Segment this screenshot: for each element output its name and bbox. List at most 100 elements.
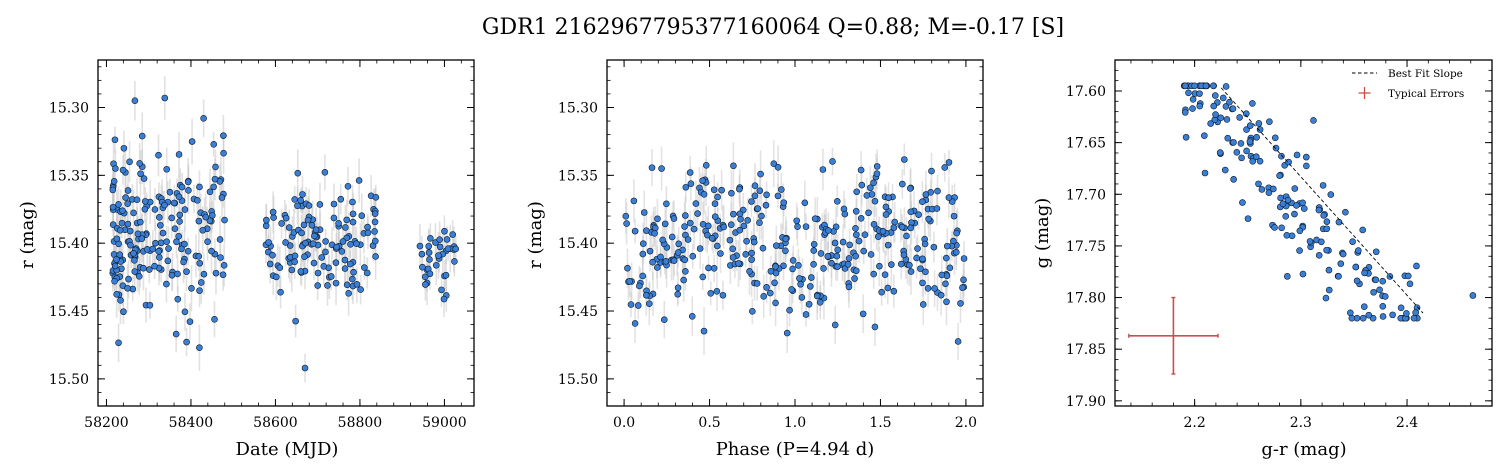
data-point xyxy=(216,236,224,243)
data-point xyxy=(873,170,881,178)
data-point xyxy=(309,240,317,247)
data-point xyxy=(1410,314,1418,322)
data-point xyxy=(184,178,192,186)
data-point xyxy=(262,222,270,230)
data-point xyxy=(1397,304,1405,312)
data-point xyxy=(1339,250,1347,258)
data-point xyxy=(1271,224,1278,231)
data-point xyxy=(221,216,228,224)
data-point xyxy=(795,262,802,269)
data-point xyxy=(1325,286,1333,294)
data-point xyxy=(341,256,349,264)
data-point xyxy=(1335,218,1343,226)
data-point xyxy=(208,247,215,255)
data-point xyxy=(120,308,127,316)
data-point xyxy=(1243,126,1250,133)
data-point xyxy=(853,188,861,196)
data-point xyxy=(126,227,134,235)
x-tick-label: 2.2 xyxy=(1184,415,1206,431)
data-point xyxy=(782,247,789,255)
data-point xyxy=(1412,309,1419,316)
x-tick-label: 59000 xyxy=(422,415,467,431)
data-point xyxy=(915,211,922,218)
data-point xyxy=(332,259,340,266)
data-point xyxy=(112,165,119,172)
data-point xyxy=(1276,172,1283,179)
data-point xyxy=(707,290,715,297)
data-point xyxy=(291,196,299,203)
data-point xyxy=(353,240,360,247)
data-point xyxy=(1219,94,1227,102)
legend-label-best-fit: Best Fit Slope xyxy=(1388,68,1463,80)
data-point xyxy=(1209,82,1217,90)
x-tick-label: 2.0 xyxy=(955,415,977,431)
data-point xyxy=(347,241,354,248)
data-point xyxy=(881,271,889,278)
data-point xyxy=(778,186,785,193)
data-point xyxy=(631,227,639,235)
data-point xyxy=(744,217,752,224)
data-point xyxy=(165,245,172,252)
y-tick-label: 17.70 xyxy=(1066,187,1106,203)
data-point xyxy=(875,233,882,240)
x-tick-label: 1.5 xyxy=(869,415,891,431)
data-point xyxy=(318,254,326,261)
data-point xyxy=(282,239,289,246)
data-point xyxy=(186,318,194,325)
data-point xyxy=(1207,120,1214,127)
data-point xyxy=(136,160,143,167)
data-point xyxy=(740,222,748,230)
data-point xyxy=(1282,212,1290,220)
data-point xyxy=(175,193,183,201)
y-tick-label: 17.85 xyxy=(1066,342,1106,358)
data-point xyxy=(332,279,340,287)
data-point xyxy=(443,236,451,243)
data-point xyxy=(1291,210,1298,218)
data-point xyxy=(639,272,646,280)
data-point xyxy=(1403,310,1410,317)
data-point xyxy=(353,281,361,288)
data-point xyxy=(161,201,168,209)
data-point xyxy=(863,192,871,199)
data-point xyxy=(1236,114,1243,121)
data-point xyxy=(757,170,764,178)
data-point xyxy=(692,200,700,207)
data-point xyxy=(833,252,841,260)
color-magnitude-panel: g-r (mag) g (mag) Best Fit Slope Typical … xyxy=(1032,59,1493,460)
data-point xyxy=(960,276,967,284)
data-point xyxy=(675,240,683,248)
data-point xyxy=(134,230,142,238)
data-point xyxy=(138,235,146,242)
y-tick-label: 15.40 xyxy=(49,236,89,252)
data-point xyxy=(661,220,669,228)
data-point xyxy=(116,226,124,234)
data-point xyxy=(680,276,687,284)
data-point xyxy=(292,317,299,325)
data-point xyxy=(857,215,865,222)
data-point xyxy=(194,197,201,204)
data-point xyxy=(371,218,379,226)
data-point xyxy=(211,175,219,183)
data-point xyxy=(1266,118,1273,126)
data-point xyxy=(748,198,755,205)
data-point xyxy=(921,240,929,248)
data-point xyxy=(906,261,913,269)
data-point xyxy=(1255,120,1263,127)
data-point xyxy=(855,237,863,245)
data-point xyxy=(343,281,351,289)
data-point xyxy=(310,259,318,267)
data-point xyxy=(798,294,806,301)
data-point xyxy=(806,283,814,290)
data-point xyxy=(1181,82,1189,90)
data-point xyxy=(1277,194,1284,202)
data-point xyxy=(346,260,354,268)
data-point xyxy=(1239,199,1246,206)
data-point xyxy=(1230,176,1237,183)
data-point xyxy=(767,267,775,275)
x-tick-label: 58400 xyxy=(169,415,214,431)
data-point xyxy=(858,181,866,189)
data-point xyxy=(953,248,960,256)
data-point xyxy=(763,191,770,199)
data-point xyxy=(748,249,755,257)
data-point xyxy=(1252,153,1260,161)
